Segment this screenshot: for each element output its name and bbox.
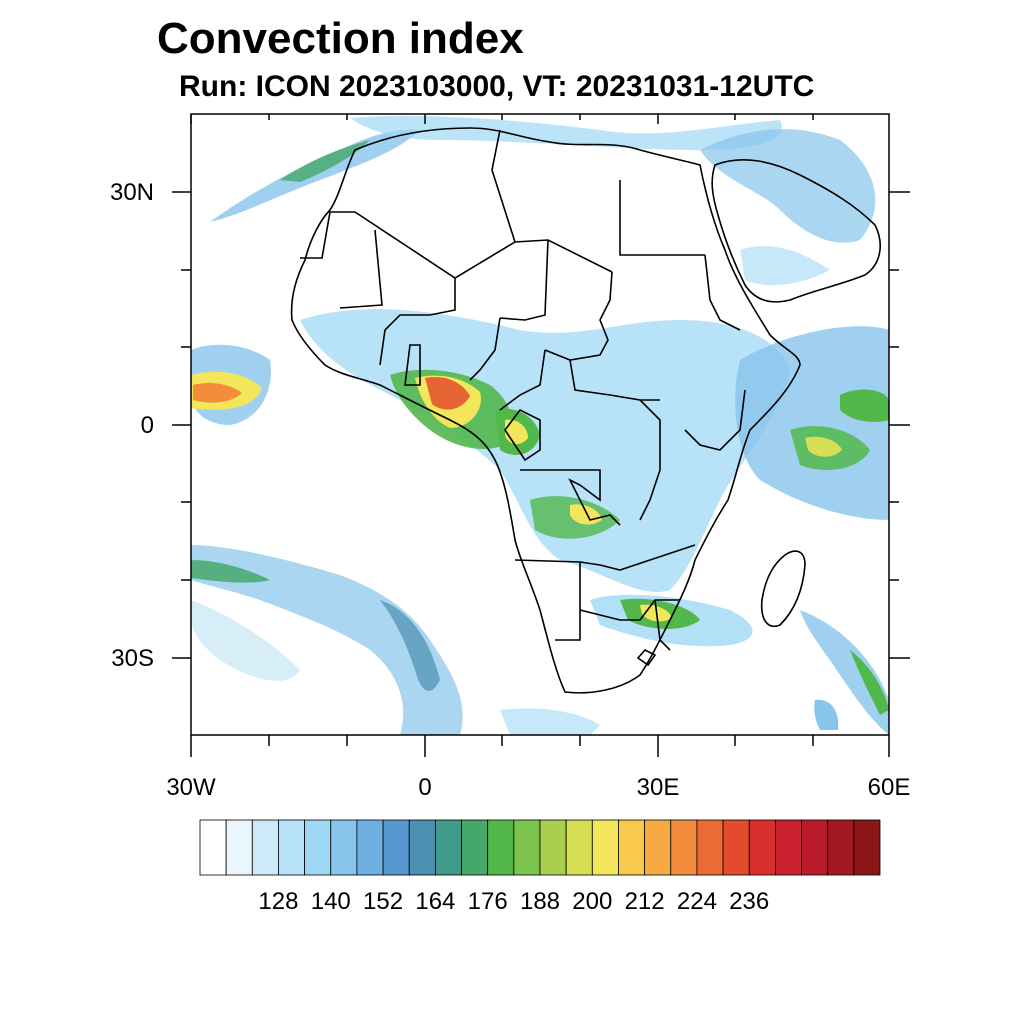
map-subtitle: Run: ICON 2023103000, VT: 20231031-12UTC (179, 70, 815, 103)
border (514, 559, 581, 641)
colorbar-label: 236 (729, 888, 770, 915)
convection-area (735, 326, 889, 520)
lon-label-30e: 30E (636, 774, 680, 801)
colorbar-swatch (696, 819, 724, 876)
border (619, 180, 705, 256)
colorbar-swatch (801, 819, 829, 876)
border (639, 399, 661, 521)
colorbar-swatch (853, 819, 881, 876)
border (520, 469, 621, 526)
colorbar (199, 819, 881, 876)
colorbar-label: 152 (363, 888, 404, 915)
border (379, 278, 456, 366)
colorbar-swatch (330, 819, 358, 876)
africa-coastline (290, 127, 801, 694)
border (579, 599, 680, 621)
colorbar-swatch (722, 819, 750, 876)
colorbar-label: 140 (310, 888, 351, 915)
map-title: Convection index (157, 14, 524, 63)
colorbar-swatch (461, 819, 489, 876)
country-borders (290, 127, 881, 694)
arabian-peninsula (711, 159, 881, 303)
convection-area (191, 560, 270, 583)
colorbar-swatch (513, 819, 541, 876)
border (469, 317, 501, 381)
colorbar-swatch (251, 819, 279, 876)
convection-area (193, 382, 242, 403)
madagascar-coastline (760, 550, 806, 627)
border (504, 408, 541, 462)
colorbar-swatch (827, 819, 855, 876)
convection-area (814, 699, 839, 730)
convection-area (191, 600, 300, 681)
border (654, 599, 671, 651)
border (636, 649, 657, 667)
colorbar-label: 224 (676, 888, 717, 915)
lat-label-0: 0 (140, 412, 154, 439)
colorbar-swatch (618, 819, 646, 876)
colorbar-swatch (565, 819, 593, 876)
colorbar-label: 176 (467, 888, 508, 915)
border (300, 211, 355, 259)
border (499, 239, 549, 321)
colorbar-swatch (382, 819, 410, 876)
convection-area (840, 389, 889, 422)
border (684, 389, 746, 451)
colorbar-swatch (356, 819, 384, 876)
colorbar-swatch (304, 819, 332, 876)
convection-area (850, 650, 889, 715)
border (499, 349, 546, 411)
colorbar-swatch (199, 819, 227, 876)
convection-area (740, 246, 830, 286)
convection-area (805, 436, 842, 457)
colorbar-swatch (278, 819, 306, 876)
colorbar-label: 128 (258, 888, 299, 915)
colorbar-swatch (408, 819, 436, 876)
colorbar-swatch (748, 819, 776, 876)
convection-area (191, 545, 463, 735)
colorbar-swatch (591, 819, 619, 876)
lat-label-30s: 30S (111, 645, 154, 672)
border (339, 229, 383, 309)
convection-area (800, 610, 889, 735)
lat-label-30n: 30N (109, 179, 154, 206)
lon-label-30w: 30W (166, 774, 216, 801)
convection-area (380, 600, 440, 691)
colorbar-label: 188 (519, 888, 561, 915)
border (404, 344, 421, 386)
border (579, 544, 696, 571)
colorbar-swatch (225, 819, 253, 876)
colorbar-swatch (644, 819, 672, 876)
convection-area (500, 708, 600, 735)
border (704, 254, 741, 331)
border (569, 359, 660, 401)
colorbar-label: 200 (572, 888, 613, 915)
colorbar-swatch (434, 819, 462, 876)
border (354, 211, 613, 279)
convection-area (280, 140, 370, 182)
axis-ticks (172, 114, 910, 757)
convection-area (700, 129, 876, 243)
convection-area (350, 115, 782, 150)
colorbar-swatch (774, 819, 802, 876)
colorbar-swatch (539, 819, 567, 876)
convection-area (210, 129, 420, 222)
colorbar-label: 212 (624, 888, 665, 915)
convection-field (191, 115, 889, 735)
convection-area (425, 376, 470, 410)
lon-label-0: 0 (418, 774, 432, 801)
border (491, 129, 516, 243)
colorbar-label: 164 (415, 888, 456, 915)
colorbar-swatch (487, 819, 515, 876)
lon-label-60e: 60E (867, 774, 911, 801)
colorbar-swatch (670, 819, 698, 876)
